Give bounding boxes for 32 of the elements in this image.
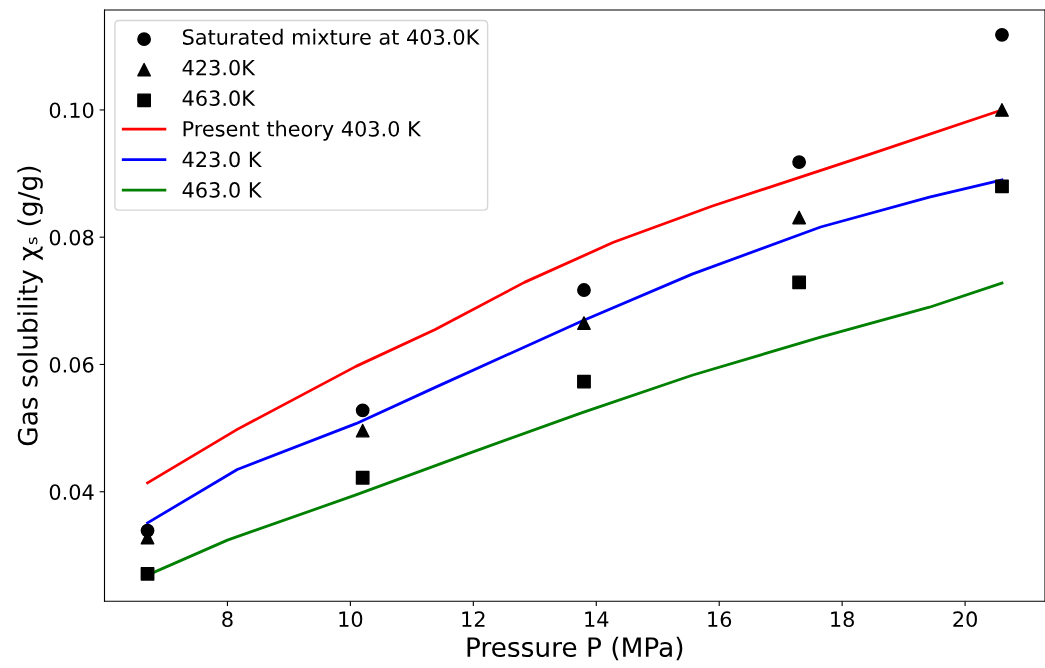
point	[995, 27, 1009, 42]
point	[140, 566, 155, 581]
legend-label: Present theory 403.0 K	[183, 120, 422, 141]
point	[577, 316, 591, 331]
point	[995, 179, 1009, 194]
legend-label: 463.0 K	[182, 182, 262, 198]
y-tick-label: 0.06	[49, 356, 94, 373]
legend-label: Saturated mixture at 403.0K	[182, 28, 480, 45]
x-tick-label: 10	[339, 611, 363, 628]
legend-label: 423.0 K	[182, 151, 262, 168]
x-axis-title: Pressure P (MPa)	[467, 636, 683, 661]
x-tick-label: 12	[462, 611, 485, 627]
x-tick-label: 8	[222, 611, 233, 628]
point	[792, 210, 807, 225]
x-tick-label: 18	[831, 611, 854, 628]
legend-label: 423.0K	[182, 59, 256, 76]
point	[577, 283, 591, 297]
x-tick-label: 20	[953, 611, 977, 628]
y-tick-label: 0.10	[49, 102, 94, 119]
y-tick-label: 0.04	[49, 484, 94, 500]
point	[792, 275, 807, 290]
y-axis-title: Gas solubility χₛ (g/g)	[17, 166, 43, 446]
x-tick-label: 16	[708, 611, 732, 628]
point	[995, 103, 1009, 117]
y-tick-label: 0.08	[49, 229, 94, 246]
point	[577, 374, 591, 389]
legend-label: 463.0K	[182, 90, 256, 107]
point	[792, 155, 807, 170]
point	[355, 470, 370, 485]
point	[355, 403, 370, 418]
x-tick-label: 14	[585, 611, 609, 627]
point	[355, 423, 370, 438]
